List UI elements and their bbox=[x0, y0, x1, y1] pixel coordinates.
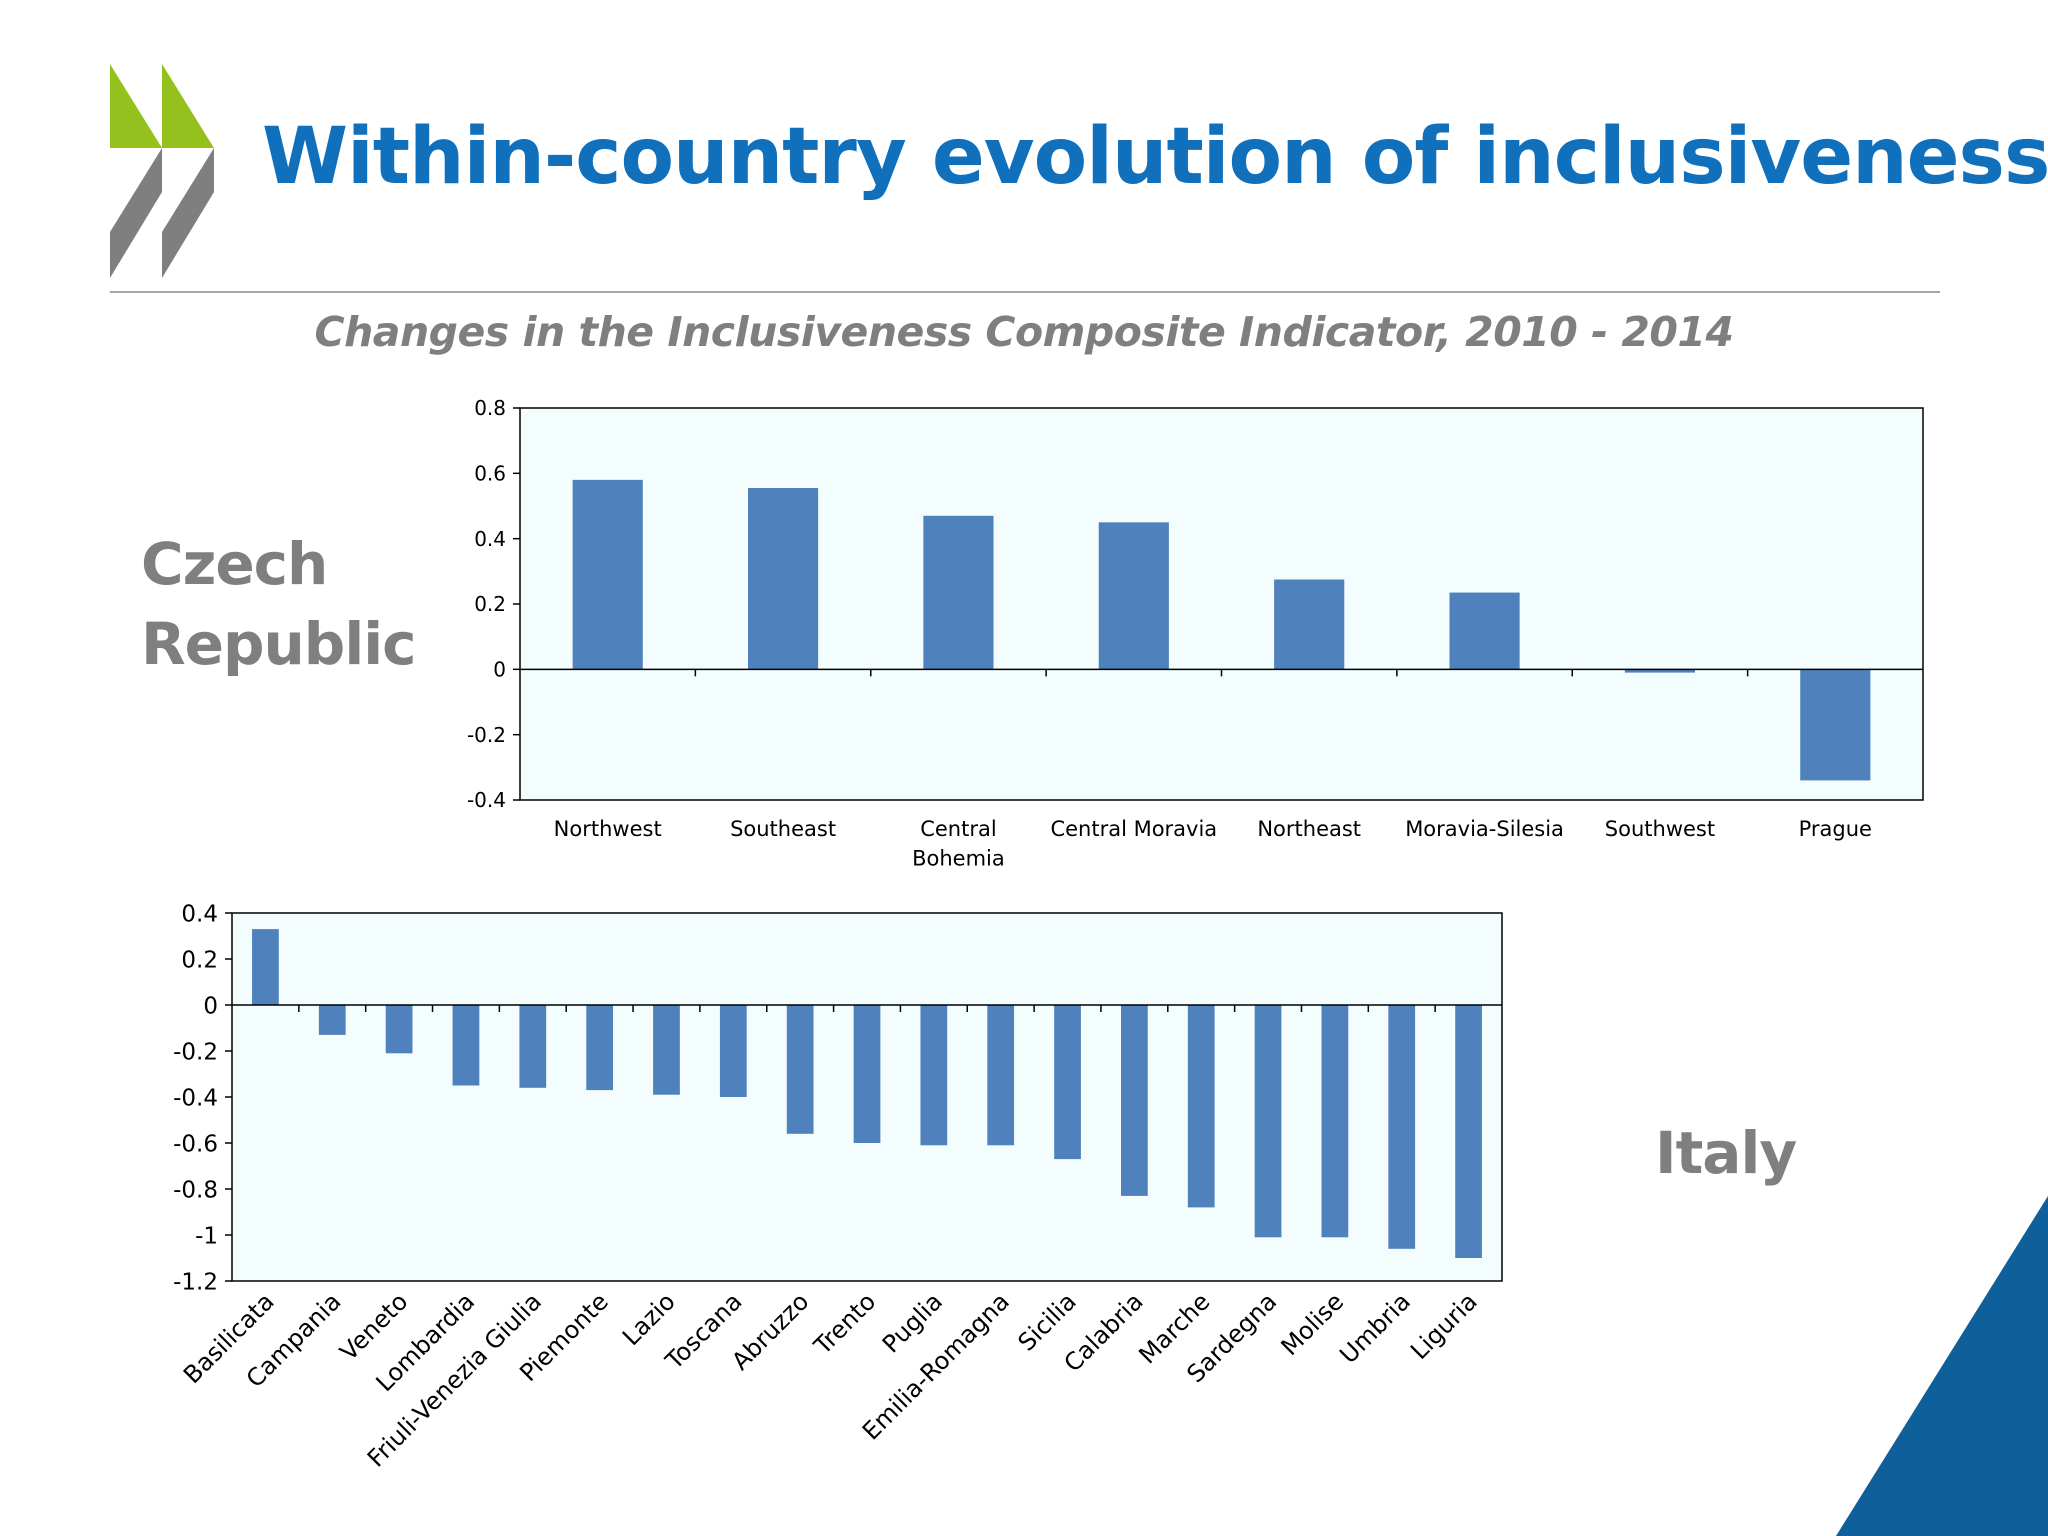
bar-veneto bbox=[385, 1005, 413, 1054]
y-tick-label: 0.6 bbox=[474, 462, 506, 486]
bar-campania bbox=[318, 1005, 346, 1035]
x-category-label: Southeast bbox=[730, 817, 836, 841]
y-tick-label: 0.4 bbox=[181, 901, 218, 927]
x-category-label-line: Prague bbox=[1799, 817, 1872, 841]
y-tick-label: -0.8 bbox=[173, 1177, 218, 1203]
x-category-label: Liguria bbox=[1405, 1287, 1483, 1365]
x-category-label-line: Central Moravia bbox=[1050, 817, 1217, 841]
bar-toscana bbox=[719, 1005, 747, 1097]
bar-central-moravia bbox=[1098, 522, 1169, 670]
x-category-label: Northeast bbox=[1257, 817, 1361, 841]
x-category-label-line: Northwest bbox=[554, 817, 662, 841]
x-category-label-line: Northeast bbox=[1257, 817, 1361, 841]
country-label-czech: Czech Republic bbox=[141, 524, 416, 684]
y-tick-label: -1 bbox=[195, 1223, 218, 1249]
y-tick-label: -0.4 bbox=[467, 788, 506, 812]
bar-sardegna bbox=[1254, 1005, 1282, 1238]
bar-southwest bbox=[1624, 669, 1696, 673]
x-category-label: Umbria bbox=[1334, 1287, 1416, 1369]
y-tick-label: -1.2 bbox=[173, 1269, 218, 1295]
bar-central-bohemia bbox=[923, 515, 994, 670]
x-category-label-line: Southeast bbox=[730, 817, 836, 841]
x-category-label: Prague bbox=[1799, 817, 1872, 841]
x-category-label-line: Moravia-Silesia bbox=[1405, 817, 1564, 841]
corner-decoration-triangle bbox=[1836, 1196, 2048, 1536]
country-label-czech-line1: Czech bbox=[141, 530, 328, 598]
y-tick-label: -0.6 bbox=[173, 1131, 218, 1157]
x-category-label: Southwest bbox=[1605, 817, 1715, 841]
bar-basilicata bbox=[252, 929, 279, 1005]
bar-marche bbox=[1187, 1005, 1215, 1208]
country-label-italy: Italy bbox=[1655, 1119, 1797, 1187]
bar-puglia bbox=[920, 1005, 948, 1146]
bar-abruzzo bbox=[786, 1005, 814, 1134]
y-tick-label: 0.2 bbox=[474, 592, 506, 616]
bar-emilia-romagna bbox=[987, 1005, 1015, 1146]
x-category-label-line: Bohemia bbox=[912, 846, 1005, 870]
oecd-chevrons-icon bbox=[110, 64, 214, 278]
bar-calabria bbox=[1121, 1005, 1148, 1196]
country-label-czech-line2: Republic bbox=[141, 610, 416, 678]
x-category-label: Northwest bbox=[554, 817, 662, 841]
bar-molise bbox=[1321, 1005, 1349, 1238]
plot-area bbox=[519, 407, 1924, 801]
bar-friuli-venezia-giulia bbox=[519, 1005, 547, 1088]
x-category-label: Moravia-Silesia bbox=[1405, 817, 1564, 841]
x-category-label: Lazio bbox=[617, 1287, 681, 1351]
bar-liguria bbox=[1455, 1005, 1482, 1258]
bar-sicilia bbox=[1054, 1005, 1081, 1160]
bar-moravia-silesia bbox=[1449, 592, 1520, 670]
y-tick-label: 0 bbox=[203, 993, 218, 1019]
y-tick-label: 0.8 bbox=[474, 396, 506, 420]
chart-italy: 0.40.20-0.2-0.4-0.6-0.8-1-1.2BasilicataC… bbox=[173, 901, 1503, 1473]
slide-title: Within-country evolution of inclusivenes… bbox=[262, 112, 2048, 202]
x-category-label: Trento bbox=[808, 1287, 881, 1360]
chart-czech-republic: 0.8 0.6 0.4 0.2 0 -0.2 -0.4 Northwest Southeast C… bbox=[467, 396, 1924, 870]
chart-subtitle: Changes in the Inclusiveness Composite I… bbox=[314, 308, 1734, 356]
bar-prague bbox=[1800, 669, 1871, 781]
y-tick-label: -0.2 bbox=[467, 723, 506, 747]
title-divider bbox=[110, 291, 1940, 293]
x-category-label-line: Central bbox=[920, 817, 996, 841]
y-tick-label: -0.4 bbox=[173, 1085, 218, 1111]
bar-lombardia bbox=[452, 1005, 480, 1086]
bar-southeast bbox=[747, 488, 819, 670]
bar-trento bbox=[853, 1005, 881, 1143]
y-tick-label: 0.2 bbox=[181, 947, 218, 973]
y-tick-label: 0 bbox=[493, 658, 506, 682]
y-tick-label: 0.4 bbox=[474, 527, 506, 551]
x-category-label: Central Moravia bbox=[1050, 817, 1217, 841]
bar-umbria bbox=[1388, 1005, 1416, 1249]
bar-northwest bbox=[572, 479, 643, 670]
x-category-label: Central Bohemia bbox=[912, 817, 1005, 870]
bar-piemonte bbox=[586, 1005, 613, 1091]
bar-northeast bbox=[1274, 579, 1345, 670]
bar-lazio bbox=[653, 1005, 680, 1095]
y-tick-label: -0.2 bbox=[173, 1039, 218, 1065]
x-category-label-line: Southwest bbox=[1605, 817, 1715, 841]
